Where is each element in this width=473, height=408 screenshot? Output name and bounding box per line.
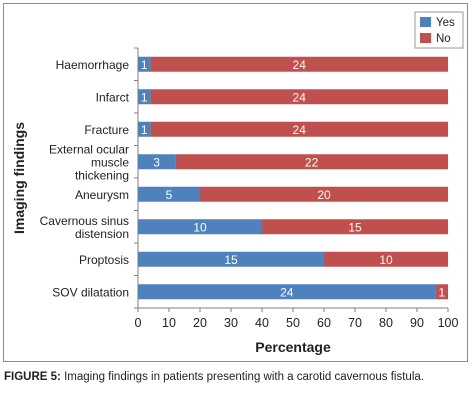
category-label: thickening xyxy=(75,168,129,182)
figure-caption-text: Imaging findings in patients presenting … xyxy=(60,371,424,383)
bar-yes xyxy=(138,219,262,235)
x-tick-label: 10 xyxy=(162,316,176,330)
category-label: External ocular xyxy=(49,142,129,156)
x-axis-title: Percentage xyxy=(255,339,331,355)
bar-yes xyxy=(138,284,436,300)
x-tick-label: 60 xyxy=(317,316,331,330)
category-label: Proptosis xyxy=(79,253,129,267)
data-label: 22 xyxy=(305,155,319,169)
data-label: 15 xyxy=(348,220,362,234)
data-label: 3 xyxy=(153,155,160,169)
bar-yes xyxy=(138,89,151,105)
bar-no xyxy=(262,219,448,235)
bar-no xyxy=(150,89,448,105)
bar-yes xyxy=(138,154,176,170)
category-label: Infarct xyxy=(96,90,130,104)
figure-caption: FIGURE 5: Imaging findings in patients p… xyxy=(4,370,468,385)
category-label: Aneurysm xyxy=(75,188,129,202)
data-label: 24 xyxy=(293,58,307,72)
legend-label-yes: Yes xyxy=(436,17,455,29)
bar-no xyxy=(175,154,448,170)
bar-no xyxy=(150,121,448,137)
x-tick-label: 0 xyxy=(135,316,142,330)
bar-yes xyxy=(138,251,324,267)
bar-no xyxy=(324,251,448,267)
category-label: Fracture xyxy=(84,123,129,137)
data-label: 1 xyxy=(141,123,148,137)
category-label: Haemorrhage xyxy=(56,58,130,72)
x-tick-label: 100 xyxy=(438,316,459,330)
bar-no xyxy=(435,284,448,300)
x-tick-label: 50 xyxy=(286,316,300,330)
x-tick-label: 30 xyxy=(224,316,238,330)
legend-swatch-no xyxy=(420,33,431,43)
y-axis-title: Imaging findings xyxy=(11,122,27,234)
bar-yes xyxy=(138,121,151,137)
figure-caption-label: FIGURE 5: xyxy=(4,371,61,383)
x-tick-label: 40 xyxy=(255,316,269,330)
x-tick-label: 80 xyxy=(379,316,393,330)
data-label: 24 xyxy=(293,123,307,137)
bar-yes xyxy=(138,186,200,202)
data-label: 1 xyxy=(141,58,148,72)
data-label: 10 xyxy=(379,253,393,267)
stacked-bar-chart: 0 10 20 30 40 50 60 70 80 90 100 1 24 Haemorrhage 1 24 I… xyxy=(11,11,464,355)
data-label: 15 xyxy=(224,253,238,267)
category-label: distension xyxy=(75,227,129,241)
data-label: 24 xyxy=(293,90,307,104)
category-label: Cavernous sinus xyxy=(40,214,129,228)
data-label: 24 xyxy=(280,285,294,299)
x-tick-label: 20 xyxy=(193,316,207,330)
legend-label-no: No xyxy=(436,33,451,45)
x-tick-label: 70 xyxy=(348,316,362,330)
bar-no xyxy=(200,186,448,202)
category-label: muscle xyxy=(91,155,129,169)
category-label: SOV dilatation xyxy=(52,285,129,299)
bar-yes xyxy=(138,56,151,72)
legend-swatch-yes xyxy=(420,17,431,27)
data-label: 20 xyxy=(317,188,331,202)
x-tick-label: 90 xyxy=(410,316,424,330)
bar-no xyxy=(150,56,448,72)
data-label: 5 xyxy=(166,188,173,202)
data-label: 1 xyxy=(438,285,445,299)
data-label: 10 xyxy=(193,220,207,234)
data-label: 1 xyxy=(141,90,148,104)
